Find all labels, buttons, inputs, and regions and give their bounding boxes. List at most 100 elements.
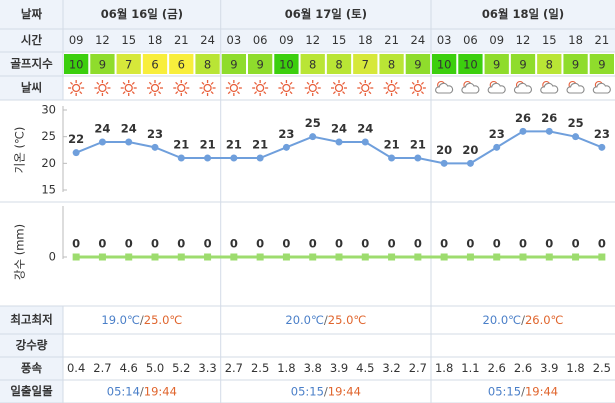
- sun-ray: [385, 91, 389, 95]
- min-temp: 19.0℃: [101, 313, 140, 327]
- value-label: 0: [388, 237, 396, 251]
- golf-index: 10: [463, 58, 478, 72]
- row-label: 시간: [21, 33, 43, 47]
- golf-index: 8: [309, 58, 316, 72]
- golf-cell: [537, 54, 562, 74]
- value-label: 0: [98, 237, 106, 251]
- value-label: 0: [230, 237, 238, 251]
- point: [545, 127, 553, 135]
- golf-index: 7: [362, 58, 369, 72]
- value-label: 21: [173, 138, 189, 152]
- point: [98, 138, 106, 146]
- sun-ray: [254, 81, 258, 85]
- golf-cell: [484, 54, 509, 74]
- sunrise: 05:15: [488, 384, 521, 398]
- wind: 3.2: [382, 361, 400, 375]
- wind: 4.5: [356, 361, 374, 375]
- axis-label: 강수 (mm): [13, 224, 27, 280]
- cloud-icon: [461, 80, 480, 94]
- golf-cell: [90, 54, 115, 74]
- value-label: 26: [541, 111, 557, 125]
- sunset: 19:44: [328, 384, 361, 398]
- hour: 12: [516, 33, 531, 47]
- min-max: 20.0℃/26.0℃: [483, 313, 564, 327]
- point: [335, 253, 343, 261]
- sun-ray: [315, 91, 319, 95]
- golf-cell: [353, 54, 378, 74]
- hour: 18: [568, 33, 583, 47]
- golf-index: 9: [519, 58, 526, 72]
- sun-ray: [289, 81, 293, 85]
- sun-ray: [201, 81, 205, 85]
- golf-cell: [116, 54, 141, 74]
- row-label: 날씨: [21, 81, 42, 95]
- sun-ray: [79, 81, 83, 85]
- golf-index: 10: [279, 58, 294, 72]
- cloud: [435, 82, 454, 94]
- point: [125, 253, 133, 261]
- wind: 1.1: [461, 361, 479, 375]
- sun-core: [361, 83, 370, 93]
- point: [282, 143, 290, 151]
- wind: 0.4: [67, 361, 85, 375]
- point: [309, 253, 317, 261]
- sun-ray: [210, 91, 214, 95]
- label-column-bg: [0, 306, 63, 403]
- value-label: 0: [282, 237, 290, 251]
- sun-ray: [359, 81, 363, 85]
- value-label: 0: [572, 237, 580, 251]
- golf-cell: [142, 54, 168, 74]
- row-label: 최고최저: [10, 313, 52, 327]
- point: [256, 253, 264, 261]
- point: [335, 138, 343, 146]
- sun-icon: [409, 80, 426, 96]
- hour: 06: [463, 33, 478, 47]
- hour: 12: [305, 33, 320, 47]
- sun-ray: [411, 91, 415, 95]
- golf-cell: [326, 54, 352, 74]
- point: [256, 154, 264, 162]
- sunrise: 05:15: [291, 384, 324, 398]
- sun-icon: [383, 80, 400, 96]
- golf-cell: [195, 54, 220, 74]
- sun-core: [282, 83, 291, 93]
- cloud-icon: [435, 80, 454, 94]
- golf-cell: [300, 54, 325, 74]
- golf-index: 6: [151, 58, 158, 72]
- sun-ray: [332, 81, 336, 85]
- golf-cell: [563, 54, 588, 74]
- sun-ray: [122, 91, 126, 95]
- sun-ray: [70, 81, 74, 85]
- sun-icon: [199, 80, 216, 96]
- value-label: 0: [177, 237, 185, 251]
- sun-icon: [120, 80, 137, 96]
- wind: 2.5: [251, 361, 269, 375]
- sun-ray: [420, 81, 424, 85]
- row-label: 일출일몰: [10, 384, 53, 398]
- wind: 4.6: [120, 361, 138, 375]
- golf-cell: [405, 54, 430, 74]
- sun-ray: [96, 91, 100, 95]
- sun-ray: [79, 91, 83, 95]
- sun-ray: [96, 81, 100, 85]
- sun-ray: [332, 91, 336, 95]
- sun-ray: [359, 91, 363, 95]
- hour: 21: [174, 33, 189, 47]
- point: [466, 159, 474, 167]
- sun-icon: [147, 80, 163, 96]
- sun-ray: [315, 81, 319, 85]
- min-temp: 20.0℃: [285, 313, 324, 327]
- golf-index: 10: [437, 58, 452, 72]
- sunrise: 05:14: [107, 384, 140, 398]
- point: [414, 154, 422, 162]
- sun-core: [308, 83, 317, 93]
- golf-index: 7: [125, 58, 132, 72]
- min-max: 19.0℃/25.0℃: [101, 313, 182, 327]
- cloud: [566, 82, 585, 94]
- cloud-icon: [513, 80, 533, 94]
- sun-core: [177, 83, 186, 93]
- value-label: 24: [121, 122, 137, 136]
- point: [204, 253, 212, 261]
- cloud: [487, 82, 506, 94]
- y-tick-label: 15: [41, 183, 56, 197]
